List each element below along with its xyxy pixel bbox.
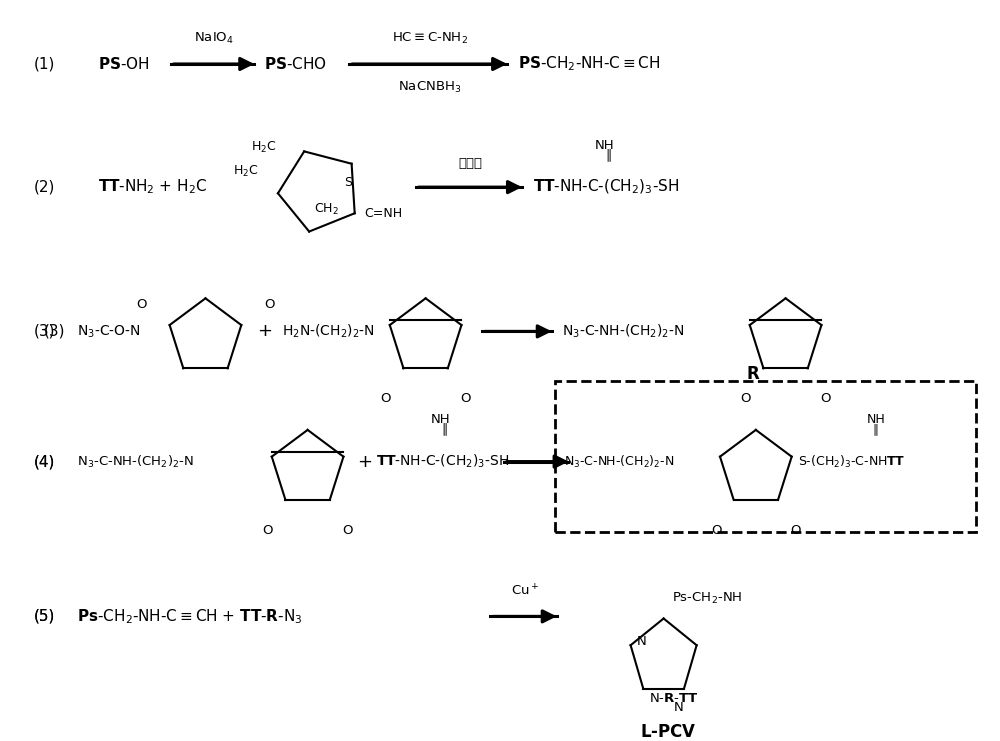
Text: $\mathbf{L}$-$\mathbf{PCV}$: $\mathbf{L}$-$\mathbf{PCV}$ — [640, 723, 697, 741]
Text: (5): (5) — [34, 609, 55, 624]
Text: O: O — [711, 524, 721, 537]
Text: $\mathbf{R}$: $\mathbf{R}$ — [746, 365, 760, 382]
Text: $\parallel$: $\parallel$ — [603, 147, 612, 164]
Text: $\mathbf{TT}$-NH-C-(CH$_2$)$_3$-SH: $\mathbf{TT}$-NH-C-(CH$_2$)$_3$-SH — [376, 453, 509, 471]
Text: S: S — [344, 176, 352, 190]
Text: N: N — [637, 635, 646, 648]
Text: C=NH: C=NH — [365, 207, 403, 220]
Text: NH: NH — [867, 413, 886, 426]
Text: N-$\mathbf{R}$-$\mathbf{TT}$: N-$\mathbf{R}$-$\mathbf{TT}$ — [649, 692, 699, 705]
Text: $\mathbf{PS}$-OH: $\mathbf{PS}$-OH — [98, 56, 150, 72]
Text: $\mathbf{TT}$-NH$_2$ + H$_2$C: $\mathbf{TT}$-NH$_2$ + H$_2$C — [98, 178, 208, 196]
Text: N: N — [674, 701, 684, 714]
Text: H$_2$C: H$_2$C — [251, 140, 276, 156]
Text: S-(CH$_2$)$_3$-C-NH$\mathbf{TT}$: S-(CH$_2$)$_3$-C-NH$\mathbf{TT}$ — [798, 453, 905, 470]
Text: N$_3$-C-O-N: N$_3$-C-O-N — [77, 323, 140, 339]
Text: O: O — [381, 393, 391, 405]
Text: (2): (2) — [34, 179, 55, 195]
Text: N$_3$-C-NH-(CH$_2$)$_2$-N: N$_3$-C-NH-(CH$_2$)$_2$-N — [562, 322, 685, 340]
Text: Cu$^+$: Cu$^+$ — [511, 583, 539, 599]
Text: H$_2$C: H$_2$C — [233, 164, 258, 179]
Text: H$_2$N-(CH$_2$)$_2$-N: H$_2$N-(CH$_2$)$_2$-N — [282, 322, 375, 340]
Text: O: O — [264, 299, 275, 311]
Text: CH$_2$: CH$_2$ — [314, 202, 339, 217]
Text: (4): (4) — [34, 454, 55, 469]
Text: Ps-CH$_2$-NH: Ps-CH$_2$-NH — [672, 591, 742, 606]
Text: NaCNBH$_3$: NaCNBH$_3$ — [398, 80, 461, 96]
Text: (3): (3) — [44, 324, 65, 339]
Text: $\parallel$: $\parallel$ — [870, 422, 879, 439]
Text: O: O — [263, 524, 273, 537]
Text: NH: NH — [594, 139, 614, 152]
Text: $\parallel$: $\parallel$ — [439, 422, 448, 439]
Text: 疏基化: 疏基化 — [458, 156, 482, 170]
Text: (3): (3) — [34, 324, 55, 339]
Text: NH: NH — [431, 413, 450, 426]
Text: +: + — [357, 453, 372, 471]
Text: $\mathbf{TT}$-NH-C-(CH$_2$)$_3$-SH: $\mathbf{TT}$-NH-C-(CH$_2$)$_3$-SH — [533, 178, 679, 196]
Text: (1): (1) — [34, 56, 55, 71]
Text: $\mathbf{Ps}$-CH$_2$-NH-C$\equiv$CH + $\mathbf{TT}$-$\mathbf{R}$-N$_3$: $\mathbf{Ps}$-CH$_2$-NH-C$\equiv$CH + $\… — [77, 607, 302, 625]
Text: O: O — [136, 299, 147, 311]
Text: NaIO$_4$: NaIO$_4$ — [194, 31, 234, 47]
Text: (5): (5) — [34, 609, 55, 624]
Text: O: O — [460, 393, 471, 405]
Text: $\mathbf{PS}$-CHO: $\mathbf{PS}$-CHO — [264, 56, 327, 72]
Text: +: + — [257, 322, 272, 340]
Text: O: O — [741, 393, 751, 405]
Text: (4): (4) — [34, 454, 55, 469]
Text: O: O — [820, 393, 830, 405]
Text: $\mathbf{PS}$-CH$_2$-NH-C$\equiv$CH: $\mathbf{PS}$-CH$_2$-NH-C$\equiv$CH — [518, 55, 660, 73]
Bar — [555, 381, 976, 532]
Text: N$_3$-C-NH-(CH$_2$)$_2$-N: N$_3$-C-NH-(CH$_2$)$_2$-N — [77, 453, 193, 470]
Text: HC$\equiv$C-NH$_2$: HC$\equiv$C-NH$_2$ — [392, 31, 468, 47]
Text: O: O — [790, 524, 801, 537]
Text: N$_3$-C-NH-(CH$_2$)$_2$-N: N$_3$-C-NH-(CH$_2$)$_2$-N — [564, 453, 675, 470]
Text: O: O — [342, 524, 353, 537]
